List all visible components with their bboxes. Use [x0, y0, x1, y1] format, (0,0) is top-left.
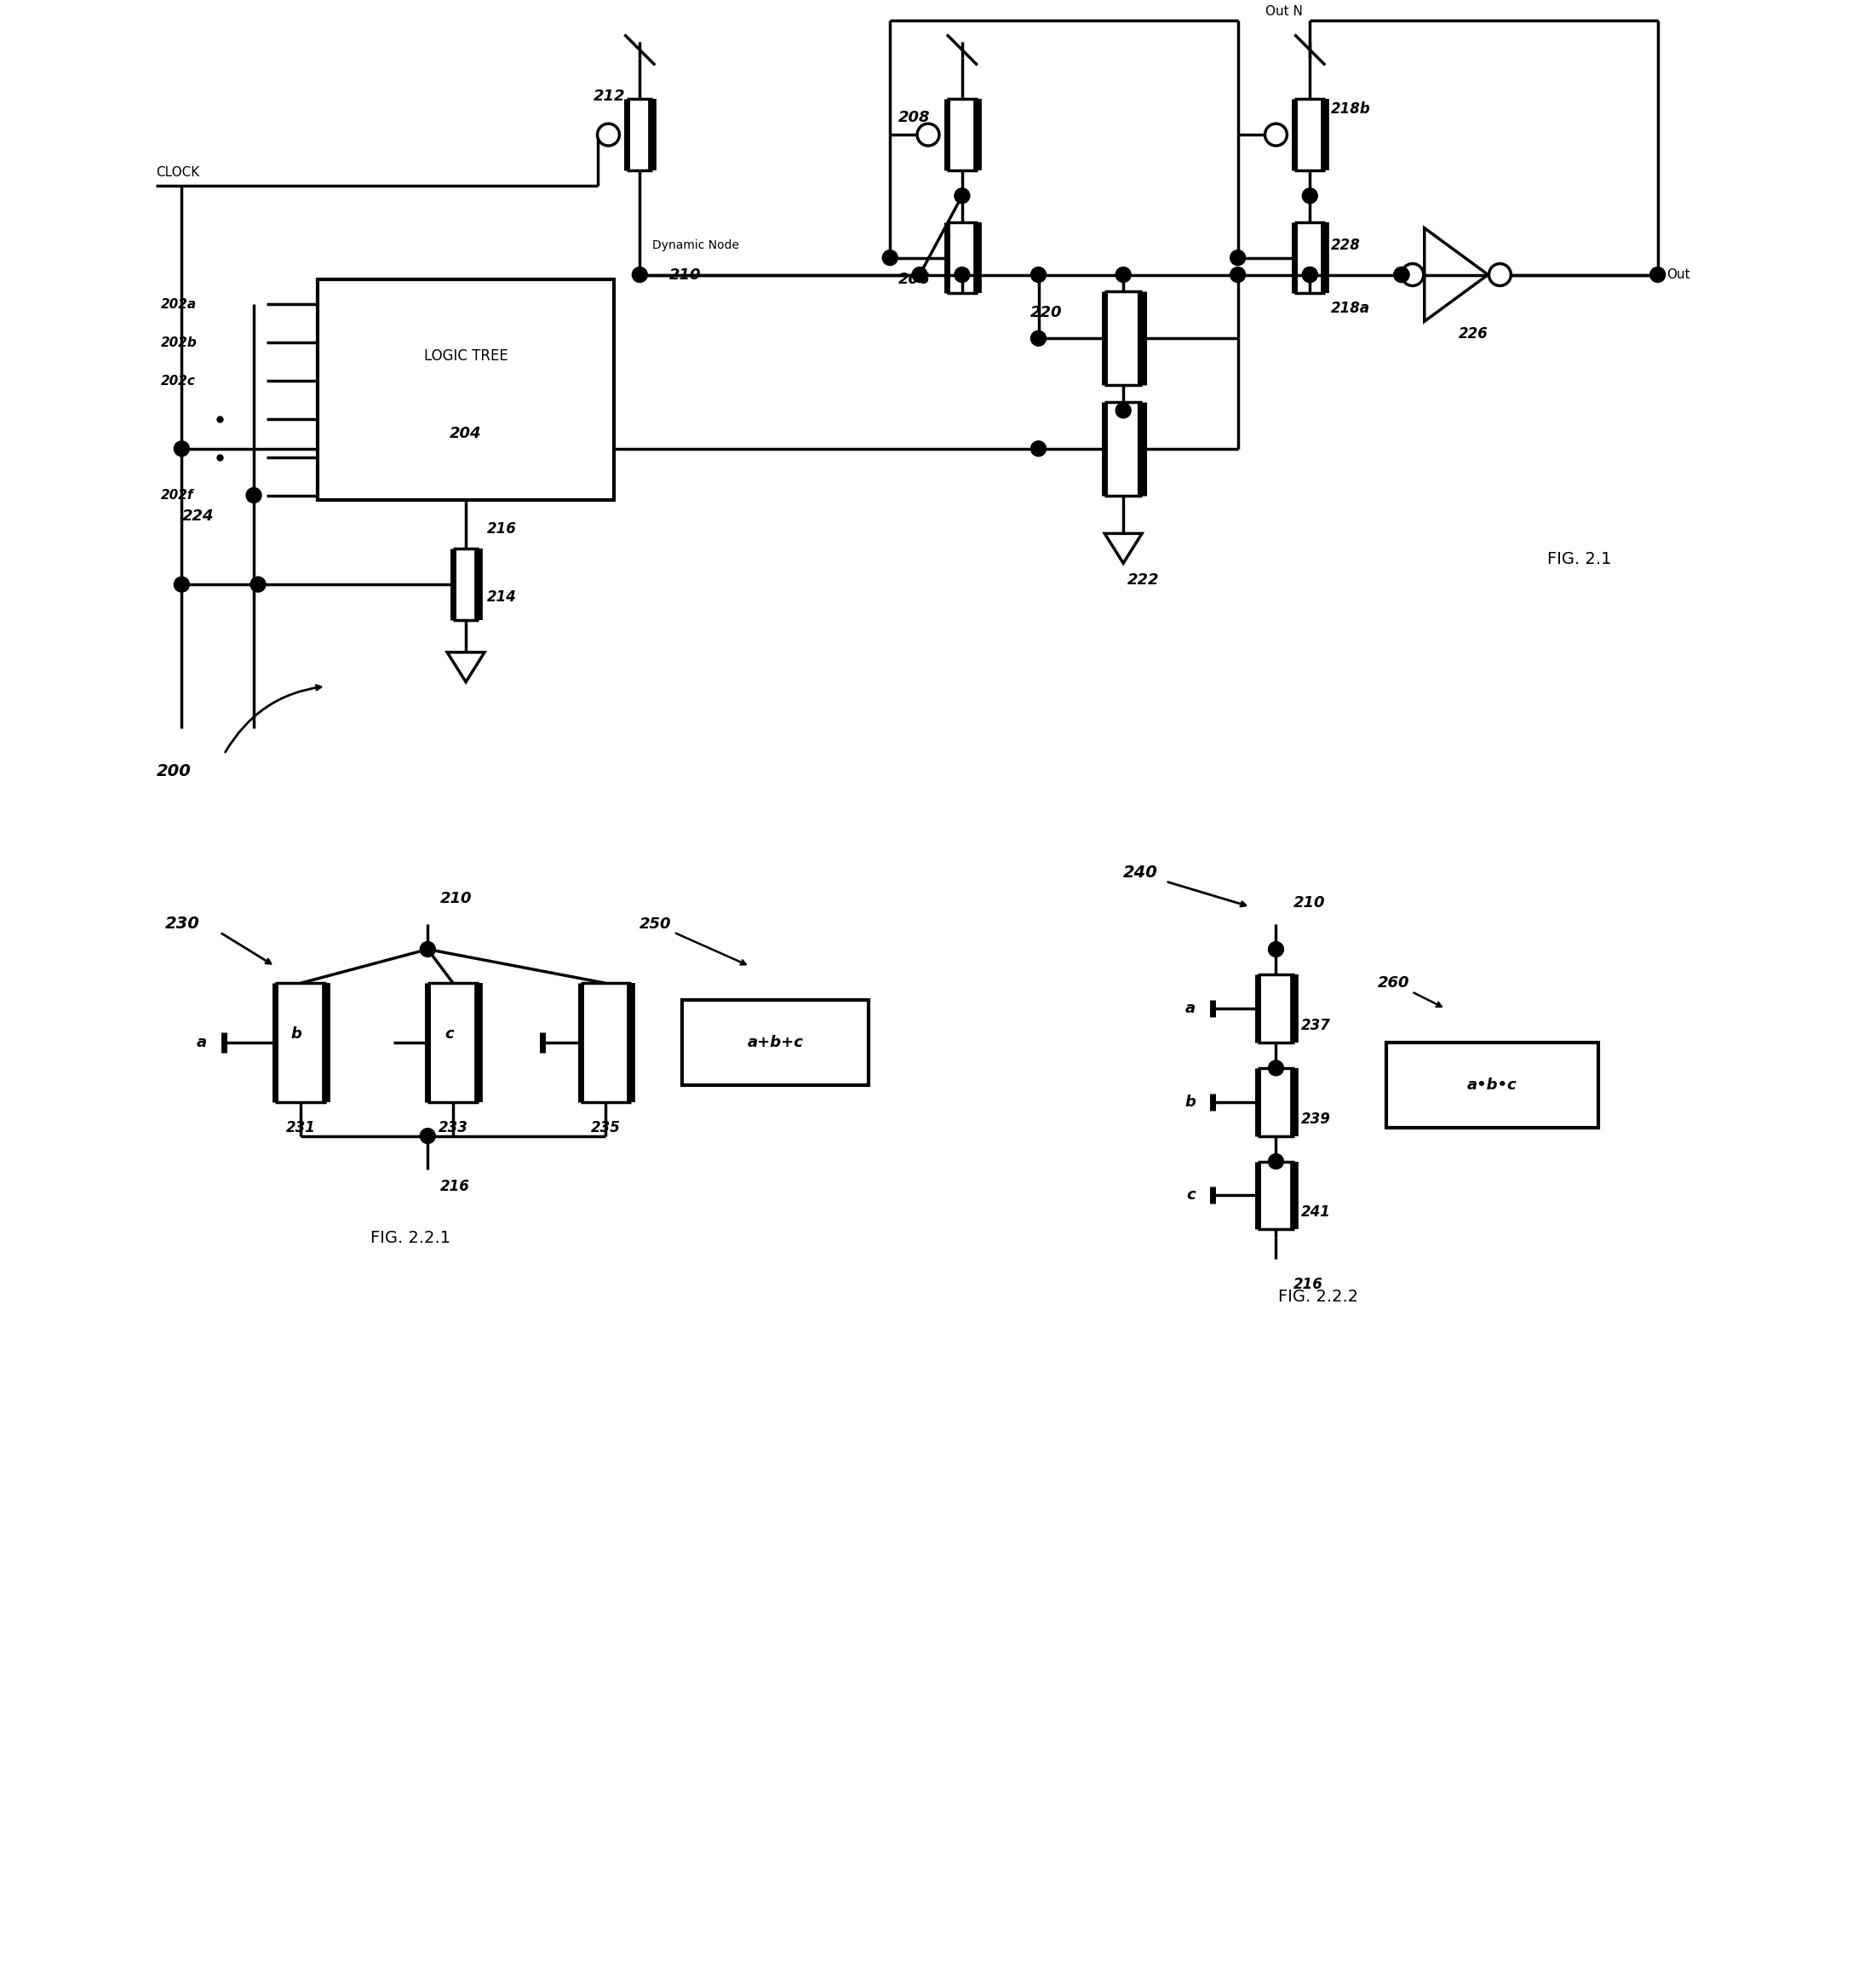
Circle shape: [1489, 264, 1512, 286]
Text: 204: 204: [449, 425, 481, 441]
Circle shape: [1402, 264, 1424, 286]
Circle shape: [1230, 250, 1245, 264]
Circle shape: [917, 123, 939, 145]
Circle shape: [419, 942, 436, 956]
Circle shape: [596, 123, 619, 145]
Text: 216: 216: [1294, 1276, 1323, 1292]
Text: 202a: 202a: [160, 298, 196, 310]
Text: b: b: [291, 1026, 302, 1042]
Text: 208: 208: [898, 109, 930, 125]
Text: a: a: [1186, 1002, 1195, 1016]
Text: 250: 250: [639, 916, 671, 932]
Text: c: c: [444, 1026, 453, 1042]
Circle shape: [1268, 1153, 1284, 1169]
Text: 220: 220: [1031, 306, 1062, 320]
Text: 239: 239: [1301, 1111, 1331, 1127]
Text: 222: 222: [1128, 573, 1159, 588]
Circle shape: [882, 250, 898, 264]
Text: Out: Out: [1666, 268, 1689, 280]
Circle shape: [1117, 266, 1131, 282]
Circle shape: [1117, 404, 1131, 417]
Text: FIG. 2.2.2: FIG. 2.2.2: [1279, 1288, 1359, 1306]
Text: 202f: 202f: [160, 489, 194, 501]
Text: 200: 200: [157, 763, 190, 779]
Bar: [1387, 1042, 1597, 1127]
Bar: [317, 278, 615, 499]
Circle shape: [1303, 266, 1318, 282]
Text: 228: 228: [1331, 237, 1361, 252]
Text: 241: 241: [1301, 1205, 1331, 1221]
Circle shape: [1650, 266, 1665, 282]
Text: Out N: Out N: [1266, 6, 1303, 18]
Text: FIG. 2.2.1: FIG. 2.2.1: [371, 1231, 451, 1246]
Text: 212: 212: [593, 89, 624, 103]
Circle shape: [246, 487, 261, 503]
Text: 226: 226: [1458, 326, 1487, 342]
Text: 214: 214: [487, 590, 516, 604]
Text: 233: 233: [438, 1119, 468, 1135]
Text: 240: 240: [1124, 865, 1158, 881]
Circle shape: [1031, 441, 1046, 457]
Circle shape: [911, 266, 926, 282]
Circle shape: [250, 577, 267, 592]
Text: a+b+c: a+b+c: [747, 1036, 803, 1050]
Text: 202c: 202c: [160, 374, 196, 388]
Text: 218a: 218a: [1331, 300, 1370, 316]
Circle shape: [1031, 330, 1046, 346]
Circle shape: [1230, 266, 1245, 282]
Text: 260: 260: [1377, 976, 1409, 990]
Text: 231: 231: [285, 1119, 315, 1135]
Text: LOGIC TREE: LOGIC TREE: [423, 348, 507, 364]
Circle shape: [1268, 942, 1284, 956]
Text: 218b: 218b: [1331, 101, 1370, 117]
Circle shape: [1266, 123, 1286, 145]
Circle shape: [632, 266, 647, 282]
Text: 202b: 202b: [160, 336, 198, 350]
Text: 230: 230: [164, 916, 199, 932]
Circle shape: [1268, 1060, 1284, 1076]
Text: 224: 224: [181, 509, 214, 525]
Text: b: b: [1184, 1093, 1195, 1109]
Text: 235: 235: [591, 1119, 621, 1135]
Circle shape: [1303, 189, 1318, 203]
Text: Dynamic Node: Dynamic Node: [652, 239, 740, 250]
Text: 216: 216: [487, 521, 516, 537]
Text: FIG. 2.1: FIG. 2.1: [1547, 551, 1612, 567]
Circle shape: [954, 266, 969, 282]
Text: 210: 210: [440, 891, 472, 907]
Text: 216: 216: [440, 1179, 470, 1195]
Circle shape: [1303, 266, 1318, 282]
Text: 206: 206: [898, 270, 930, 286]
Circle shape: [419, 1129, 436, 1143]
Text: 210: 210: [1294, 895, 1325, 911]
Circle shape: [1394, 266, 1409, 282]
Circle shape: [173, 577, 190, 592]
Circle shape: [173, 441, 190, 457]
Circle shape: [1031, 266, 1046, 282]
Circle shape: [954, 189, 969, 203]
Text: c: c: [1186, 1187, 1195, 1203]
Text: 237: 237: [1301, 1018, 1331, 1034]
Circle shape: [1394, 266, 1409, 282]
Text: CLOCK: CLOCK: [157, 167, 199, 179]
Text: 210: 210: [669, 266, 701, 282]
Text: a: a: [198, 1036, 207, 1050]
Text: a•b•c: a•b•c: [1467, 1077, 1517, 1093]
Bar: [682, 1000, 869, 1085]
